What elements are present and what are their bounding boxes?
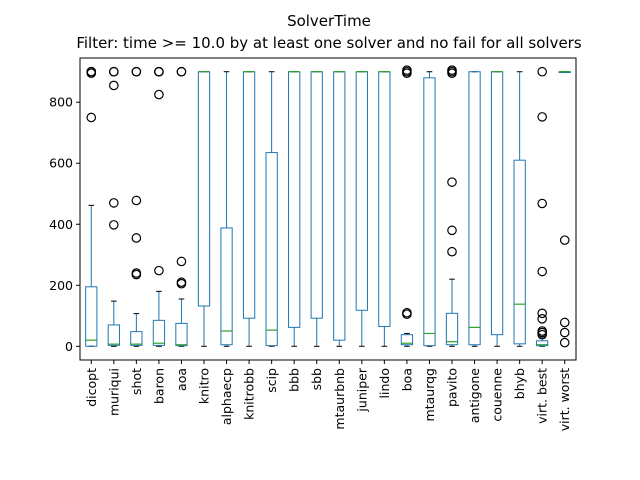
x-tick-label: boa	[399, 368, 414, 391]
outlier-point	[537, 266, 547, 277]
outlier-point	[109, 220, 119, 230]
x-tick-label: alphaecp	[219, 368, 234, 425]
box-14	[378, 71, 391, 327]
outlier-point	[447, 225, 457, 236]
x-tick-label: lindo	[377, 368, 392, 398]
outlier-point	[154, 66, 164, 77]
y-tick-label: 200	[49, 278, 73, 293]
x-tick-label: baron	[151, 368, 166, 404]
box-17	[445, 312, 459, 346]
y-tick-label: 0	[65, 339, 73, 354]
outlier-point	[131, 66, 142, 77]
y-tick-label: 600	[49, 156, 73, 171]
x-tick-label: knitro	[197, 368, 212, 404]
chart-title: SolverTime	[287, 12, 371, 30]
outlier-point	[537, 314, 547, 324]
x-tick-label: dicopt	[84, 368, 99, 407]
outlier-point	[86, 66, 97, 77]
outlier-point	[86, 112, 97, 123]
outlier-point	[176, 277, 187, 288]
outlier-point	[559, 317, 570, 328]
x-tick-label: antigone	[467, 368, 482, 423]
box-15	[400, 334, 414, 346]
outlier-point	[447, 246, 457, 257]
outlier-point	[154, 265, 164, 276]
x-tick-label: mtaurqg	[422, 368, 437, 421]
box-6	[197, 71, 211, 307]
outlier-point	[559, 235, 570, 245]
box-1	[85, 286, 98, 347]
box-2	[107, 324, 120, 346]
x-tick-label: couenne	[490, 368, 505, 422]
y-tick-label: 400	[49, 217, 73, 232]
x-tick-label: bhyb	[512, 368, 527, 399]
x-tick-label: mtaurbnb	[332, 368, 347, 430]
box-18	[468, 71, 481, 346]
box-8	[242, 71, 256, 319]
box-16	[423, 77, 436, 347]
outlier-point	[537, 112, 547, 122]
box-7	[220, 227, 233, 346]
outlier-point	[447, 177, 457, 187]
x-tick-label: bbb	[287, 368, 302, 392]
outlier-point	[109, 198, 119, 208]
outlier-point	[559, 337, 570, 348]
box-20	[513, 159, 526, 345]
outlier-point	[537, 308, 547, 319]
box-13	[355, 71, 368, 311]
y-tick-label: 800	[49, 95, 73, 110]
outlier-point	[131, 268, 142, 278]
x-tick-label: scip	[264, 368, 279, 393]
box-21	[536, 340, 549, 347]
x-tick-label: juniper	[354, 367, 369, 412]
x-tick-label: pavito	[445, 368, 460, 407]
outlier-point	[176, 256, 187, 267]
outlier-point	[109, 80, 119, 91]
x-tick-label: aoa	[174, 368, 189, 391]
outlier-point	[154, 89, 164, 100]
box-4	[152, 319, 166, 346]
chart-subtitle: Filter: time >= 10.0 by at least one sol…	[76, 34, 582, 52]
x-tick-label: sbb	[309, 368, 324, 390]
outlier-point	[109, 66, 119, 77]
x-tick-label: muriqui	[106, 368, 121, 416]
box-5	[175, 322, 188, 347]
outlier-point	[131, 233, 142, 243]
box-11	[310, 71, 323, 319]
axes-frame	[79, 57, 577, 361]
box-10	[288, 71, 301, 328]
box-12	[333, 71, 346, 341]
outlier-point	[537, 326, 547, 336]
outlier-point	[176, 66, 187, 77]
outlier-point	[402, 307, 412, 318]
box-9	[265, 152, 278, 347]
outlier-point	[447, 65, 457, 76]
box-3	[130, 331, 143, 346]
outlier-point	[537, 66, 547, 77]
outlier-point	[402, 65, 412, 76]
outlier-point	[537, 198, 547, 209]
x-tick-label: knitrobb	[242, 368, 257, 420]
x-tick-label: virt. best	[535, 368, 550, 424]
outlier-point	[131, 195, 142, 206]
box-19	[490, 71, 504, 336]
x-tick-label: virt. worst	[557, 368, 572, 431]
outlier-point	[559, 327, 570, 338]
x-tick-label: shot	[129, 368, 144, 395]
